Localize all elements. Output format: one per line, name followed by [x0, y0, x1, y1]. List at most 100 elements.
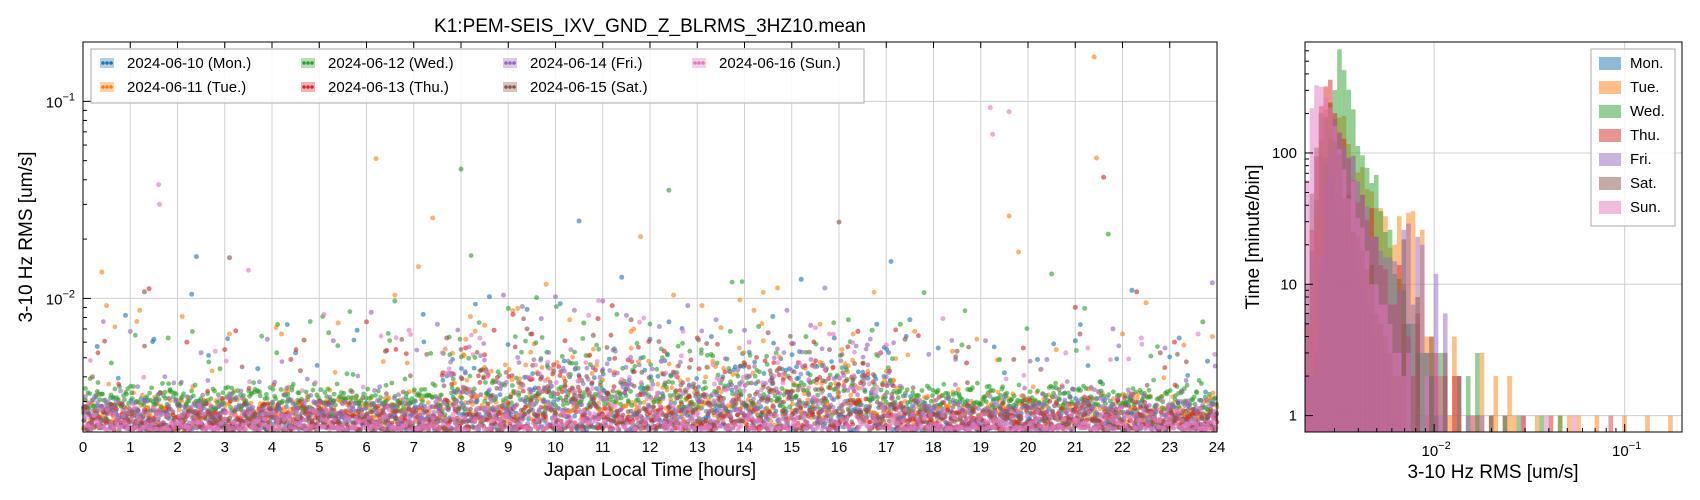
- scatter-point: [135, 384, 141, 389]
- scatter-point: [656, 324, 662, 329]
- scatter-point: [163, 396, 168, 401]
- scatter-point: [270, 400, 275, 406]
- scatter-point: [275, 322, 281, 327]
- scatter-point: [200, 392, 206, 398]
- scatter-point: [503, 362, 508, 368]
- scatter-point: [557, 395, 563, 401]
- scatter-point: [458, 354, 464, 360]
- scatter-point: [314, 363, 320, 368]
- scatter-point: [1006, 213, 1012, 219]
- scatter-point: [859, 402, 864, 408]
- scatter-point: [828, 381, 833, 387]
- scatter-point: [642, 392, 647, 397]
- scatter-point: [448, 359, 453, 365]
- scatter-point: [498, 383, 504, 389]
- scatter-point: [594, 342, 599, 348]
- scatter-point: [439, 392, 444, 398]
- scatter-point: [378, 395, 383, 400]
- scatter-point: [355, 373, 361, 379]
- scatter-point: [629, 403, 635, 408]
- scatter-point: [1167, 354, 1173, 360]
- scatter-point: [1135, 395, 1140, 400]
- scatter-point: [129, 396, 135, 402]
- scatter-point: [678, 359, 683, 365]
- scatter-point: [343, 408, 348, 414]
- scatter-point: [342, 399, 347, 405]
- scatter-point: [628, 328, 634, 334]
- scatter-point: [284, 322, 290, 327]
- scatter-point: [742, 327, 747, 333]
- scatter-point: [990, 388, 996, 393]
- scatter-point: [853, 401, 859, 407]
- scatter-point: [839, 365, 845, 371]
- scatter-point: [1016, 382, 1022, 388]
- scatter-point: [699, 347, 704, 353]
- scatter-point: [555, 391, 561, 397]
- scatter-point: [137, 307, 143, 313]
- scatter-point: [1074, 348, 1079, 353]
- scatter-point: [609, 303, 615, 309]
- scatter-point: [1053, 347, 1059, 353]
- scatter-point: [428, 351, 434, 356]
- scatter-point: [708, 334, 714, 340]
- scatter-point: [420, 311, 426, 317]
- scatter-point: [560, 402, 566, 408]
- scatter-point: [1161, 375, 1167, 381]
- scatter-point: [523, 362, 529, 368]
- scatter-point: [131, 384, 136, 389]
- scatter-point: [931, 403, 937, 409]
- scatter-point: [310, 387, 316, 393]
- scatter-point: [404, 360, 410, 366]
- scatter-point: [429, 394, 435, 400]
- scatter-point: [822, 285, 828, 291]
- scatter-point: [821, 363, 826, 368]
- scatter-point: [863, 346, 869, 352]
- scatter-point: [773, 350, 779, 356]
- scatter-point: [688, 357, 694, 363]
- scatter-point: [1209, 334, 1215, 340]
- scatter-point: [179, 314, 185, 319]
- scatter-point: [974, 336, 980, 342]
- scatter-point: [611, 384, 617, 389]
- scatter-point: [514, 375, 519, 381]
- scatter-point: [667, 393, 673, 398]
- scatter-point: [863, 396, 869, 402]
- scatter-point: [212, 388, 218, 394]
- scatter-point: [1194, 390, 1200, 395]
- scatter-point: [186, 398, 192, 404]
- scatter-point: [844, 367, 849, 373]
- scatter-point: [496, 380, 502, 385]
- scatter-point: [112, 324, 118, 330]
- scatter-point: [1200, 319, 1206, 325]
- scatter-point: [1041, 402, 1047, 408]
- scatter-point: [847, 397, 853, 403]
- scatter-point: [739, 279, 745, 284]
- scatter-point: [756, 324, 762, 329]
- scatter-point: [763, 415, 769, 421]
- scatter-point: [579, 402, 585, 408]
- scatter-point: [572, 365, 578, 371]
- scatter-point: [100, 319, 106, 324]
- scatter-point: [728, 404, 734, 410]
- scatter-point: [1016, 249, 1022, 255]
- scatter-point: [162, 389, 168, 395]
- scatter-point: [550, 403, 555, 409]
- scatter-point: [135, 408, 141, 414]
- scatter-point: [156, 391, 162, 397]
- scatter-point: [126, 405, 132, 411]
- scatter-point: [951, 400, 957, 406]
- scatter-point: [764, 405, 770, 411]
- scatter-point: [208, 403, 214, 409]
- scatter-point: [829, 359, 834, 364]
- scatter-point: [509, 377, 515, 383]
- scatter-point: [802, 391, 807, 397]
- scatter-point: [574, 404, 579, 410]
- scatter-point: [628, 345, 634, 351]
- scatter-point: [142, 343, 147, 349]
- scatter-point: [580, 336, 586, 341]
- scatter-point: [865, 368, 871, 374]
- scatter-point: [609, 394, 615, 400]
- scatter-point: [95, 380, 101, 385]
- scatter-point: [712, 401, 718, 407]
- scatter-point: [646, 358, 652, 364]
